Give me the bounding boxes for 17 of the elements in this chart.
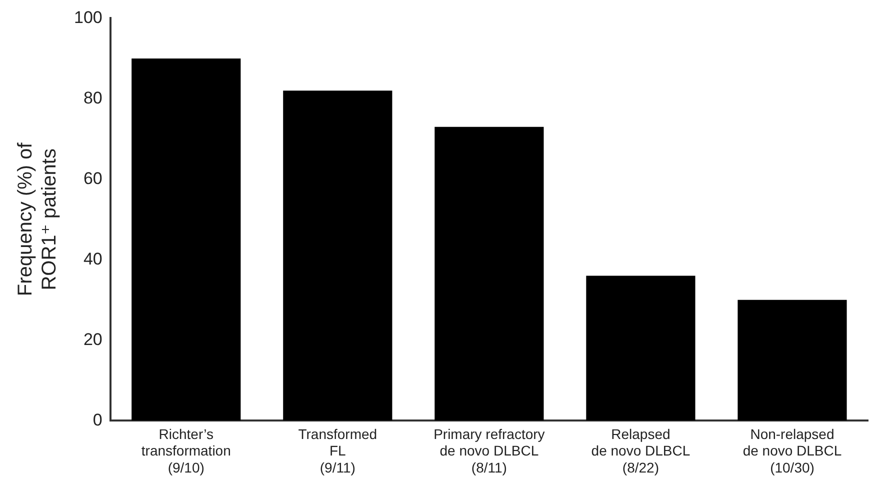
bar bbox=[586, 276, 696, 421]
x-tick-label: Non-relapsed de novo DLBCL (10/30) bbox=[742, 426, 842, 476]
y-axis-title: Frequency (%) of ROR1⁺ patients bbox=[14, 142, 61, 296]
bar bbox=[132, 58, 241, 421]
y-tick-label: 20 bbox=[83, 330, 102, 349]
bar bbox=[738, 300, 847, 421]
y-tick-label: 80 bbox=[83, 88, 102, 108]
bar bbox=[434, 126, 544, 421]
y-tick-label: 0 bbox=[92, 410, 102, 430]
x-tick-label: Richter’s transformation (9/10) bbox=[141, 426, 231, 476]
y-tick-label: 40 bbox=[83, 249, 102, 268]
bar bbox=[283, 90, 392, 421]
y-tick-label: 100 bbox=[74, 8, 102, 27]
y-tick-label: 60 bbox=[83, 168, 102, 188]
x-tick-label: Transformed FL (9/11) bbox=[298, 426, 378, 476]
x-tick-label: Relapsed de novo DLBCL (8/22) bbox=[591, 426, 690, 476]
x-tick-label: Primary refractory de novo DLBCL (8/11) bbox=[434, 426, 545, 476]
